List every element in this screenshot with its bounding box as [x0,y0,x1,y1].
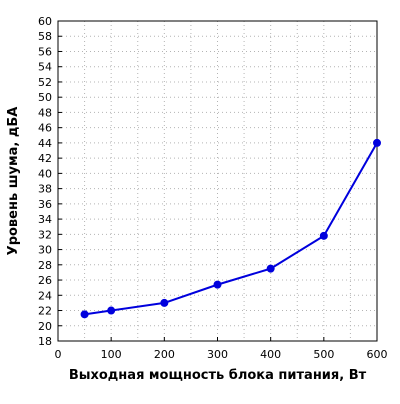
data-point [319,231,328,240]
data-point [213,280,222,289]
y-tick-label: 34 [38,213,52,226]
y-tick-label: 42 [38,152,52,165]
y-tick-label: 28 [38,259,52,272]
y-axis-title: Уровень шума, дБА [6,107,21,256]
y-tick-label: 54 [38,61,52,74]
x-tick-label: 0 [55,348,62,361]
y-tick-label: 38 [38,183,52,196]
y-tick-label: 30 [38,244,52,257]
y-tick-label: 24 [38,289,52,302]
y-tick-label: 46 [38,122,52,135]
y-tick-label: 52 [38,76,52,89]
data-point [373,138,381,147]
x-tick-label: 200 [154,348,175,361]
y-tick-label: 22 [38,305,52,318]
x-tick-label: 600 [367,348,388,361]
data-point [160,298,169,307]
y-tick-label: 56 [38,45,52,58]
y-tick-label: 32 [38,228,52,241]
data-point [266,264,275,273]
y-tick-label: 26 [38,274,52,287]
data-point [80,310,89,319]
y-axis: 18 20 22 24 26 28 30 32 34 36 38 40 42 44 46 48 50 52 54 56… [38,15,62,348]
y-tick-label: 58 [38,30,52,43]
y-tick-label: 44 [38,137,52,150]
x-tick-label: 400 [260,348,281,361]
series-line [84,142,378,316]
y-tick-label: 50 [38,91,52,104]
x-tick-label: 100 [101,348,122,361]
y-tick-label: 20 [38,320,52,333]
x-axis: 0 100 200 300 400 500 600 [55,337,388,361]
y-tick-label: 40 [38,167,52,180]
series [80,138,381,319]
y-tick-label: 36 [38,198,52,211]
y-tick-label: 48 [38,106,52,119]
x-tick-label: 300 [207,348,228,361]
y-tick-label: 60 [38,15,52,28]
x-tick-label: 500 [313,348,334,361]
x-axis-title: Выходная мощность блока питания, Вт [69,368,367,383]
y-tick-label: 18 [38,335,52,348]
data-point [107,306,116,315]
grid [58,21,377,341]
